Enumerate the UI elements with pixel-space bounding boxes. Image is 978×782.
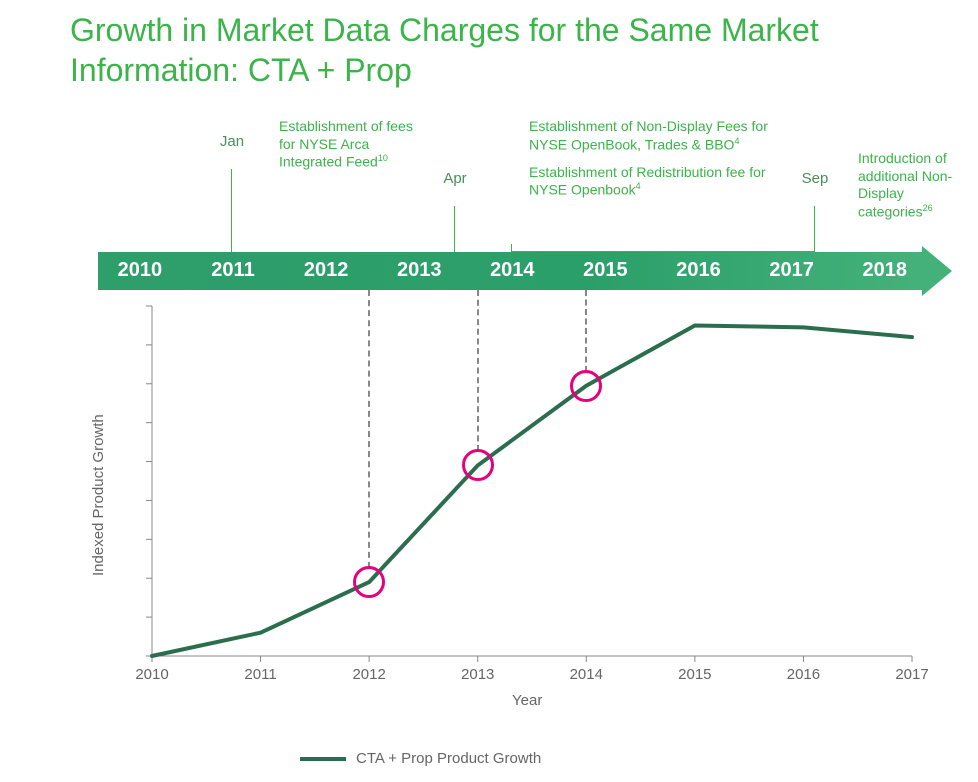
event-marker bbox=[353, 566, 385, 598]
x-tick: 2017 bbox=[887, 666, 937, 683]
drop-line bbox=[585, 290, 587, 372]
x-tick: 2015 bbox=[670, 666, 720, 683]
legend-label: CTA + Prop Product Growth bbox=[356, 750, 541, 767]
x-tick: 2010 bbox=[127, 666, 177, 683]
legend-swatch bbox=[300, 757, 346, 761]
chart-page: { "title": "Growth in Market Data Charge… bbox=[0, 0, 978, 782]
drop-line bbox=[477, 290, 479, 451]
x-tick: 2013 bbox=[453, 666, 503, 683]
x-tick: 2014 bbox=[561, 666, 611, 683]
line-chart bbox=[0, 0, 978, 782]
y-axis-label: Indexed Product Growth bbox=[90, 376, 107, 576]
x-tick: 2012 bbox=[344, 666, 394, 683]
event-marker bbox=[570, 370, 602, 402]
event-marker bbox=[462, 449, 494, 481]
x-tick: 2011 bbox=[236, 666, 286, 683]
x-tick: 2016 bbox=[778, 666, 828, 683]
chart-legend: CTA + Prop Product Growth bbox=[300, 750, 541, 767]
x-axis-label: Year bbox=[512, 692, 542, 709]
drop-line bbox=[368, 290, 370, 568]
